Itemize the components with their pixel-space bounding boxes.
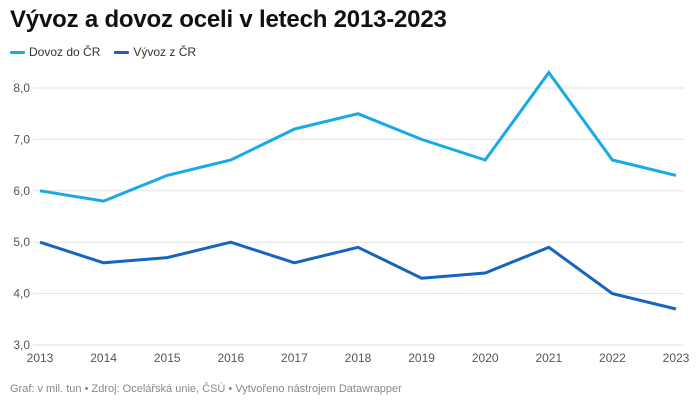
x-axis-labels: 2013 2014 2015 2016 2017 2018 2019 2020 2021 2022… [27,351,690,365]
footer-note: Graf: v mil. tun • Zdroj: Ocelářská unie… [10,383,402,395]
x-tick-label: 2020 [472,351,499,365]
y-tick-label: 3,0 [13,338,30,352]
x-tick-label: 2016 [217,351,244,365]
y-tick-label: 4,0 [13,287,30,301]
y-tick-label: 6,0 [13,184,30,198]
x-tick-label: 2015 [154,351,181,365]
x-tick-label: 2013 [27,351,54,365]
x-tick-label: 2014 [90,351,117,365]
y-tick-label: 8,0 [13,81,30,95]
x-tick-label: 2019 [408,351,435,365]
x-tick-label: 2018 [345,351,372,365]
legend-swatch-dovoz [10,50,25,54]
legend-swatch-vyvoz [114,50,130,54]
gridlines [33,87,684,346]
y-axis-labels: 3,0 4,0 5,0 6,0 7,0 8,0 [13,81,30,352]
x-tick-label: 2022 [599,351,626,365]
legend-item-dovoz: Dovoz do ČR [10,45,100,59]
legend-label-dovoz: Dovoz do ČR [29,45,101,59]
legend-label-vyvoz: Vývoz z ČR [133,45,197,59]
legend: Dovoz do ČR Vývoz z ČR [10,45,196,59]
series-line-vyvoz [39,240,677,311]
series-line-dovoz [39,70,677,203]
x-tick-label: 2017 [281,351,308,365]
x-tick-label: 2021 [535,351,562,365]
series-lines [39,70,677,311]
y-tick-label: 5,0 [13,235,30,249]
legend-item-vyvoz: Vývoz z ČR [114,45,196,59]
chart-title: Vývoz a dovoz oceli v letech 2013-2023 [10,6,447,33]
x-tick-label: 2023 [663,351,690,365]
y-tick-label: 7,0 [13,132,30,146]
